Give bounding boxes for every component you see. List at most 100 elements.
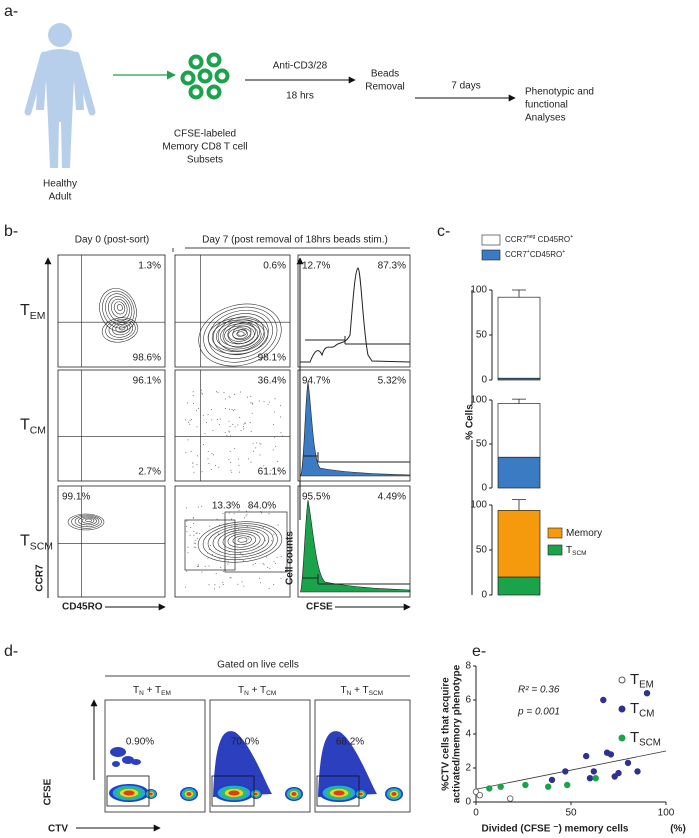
event-dot: [230, 526, 232, 528]
scatter-point: [586, 775, 594, 782]
scatter-point: [507, 795, 514, 802]
event-dot: [215, 391, 217, 393]
event-dot: [201, 471, 203, 473]
contour: [112, 322, 131, 336]
gate: [106, 775, 150, 807]
event-dot: [262, 563, 264, 565]
event-dot: [238, 528, 240, 530]
contour: [217, 316, 265, 352]
event-dot: [243, 426, 245, 428]
event-dot: [246, 396, 248, 398]
event-dot: [211, 419, 213, 421]
event-dot: [207, 557, 209, 559]
label: 7 days: [451, 81, 480, 92]
event-dot: [222, 582, 224, 584]
gate: [184, 519, 236, 571]
event-dot: [244, 517, 246, 519]
event-dot: [186, 520, 188, 522]
label: functional: [525, 100, 568, 111]
percent-label: 61.1%: [258, 467, 286, 478]
plot-frame: [314, 699, 411, 813]
event-dot: [260, 511, 262, 513]
contour: [78, 516, 97, 526]
event-dot: [193, 542, 195, 544]
event-dot: [188, 421, 190, 423]
event-dot: [209, 544, 211, 546]
scatter-point: [486, 785, 493, 792]
percent-label: 84.0%: [248, 501, 276, 512]
plot-frame: [104, 699, 206, 813]
event-dot: [250, 395, 252, 397]
event-dot: [280, 578, 282, 580]
human-figure: [24, 23, 96, 168]
event-dot: [262, 526, 264, 528]
event-dot: [275, 445, 277, 447]
label: CFSE-labeled: [174, 129, 236, 140]
axis-label: Cell counts: [285, 531, 296, 585]
label: Memory CD8 T cell: [162, 142, 247, 153]
axis-label: CFSE: [306, 602, 333, 613]
percent-label: 5.32%: [378, 376, 406, 387]
event-dot: [230, 577, 232, 579]
event-dot: [247, 536, 249, 538]
event-dot: [185, 419, 187, 421]
legend-label: TEM: [630, 671, 654, 690]
histogram: [300, 267, 411, 363]
event-dot: [219, 557, 221, 559]
event-dot: [273, 534, 275, 536]
event-dot: [224, 431, 226, 433]
plot-frame: [57, 485, 166, 598]
y-tick-label: 2: [465, 763, 471, 774]
legend-swatch: [547, 544, 563, 556]
event-dot: [241, 554, 243, 556]
event-dot: [251, 412, 253, 414]
event-dot: [214, 584, 216, 586]
event-dot: [276, 556, 278, 558]
event-dot: [230, 461, 232, 463]
percent-label: 2.7%: [138, 467, 161, 478]
event-dot: [230, 469, 232, 471]
event-dot: [248, 458, 250, 460]
label-part: CM: [266, 690, 276, 697]
scatter-point: [615, 769, 622, 777]
event-dot: [197, 564, 199, 566]
event-dot: [268, 401, 270, 403]
event-dot: [257, 546, 259, 548]
event-dot: [193, 530, 195, 532]
event-dot: [202, 393, 204, 395]
gate: [224, 511, 288, 573]
event-dot: [190, 419, 192, 421]
event-dot: [259, 442, 261, 444]
event-dot: [243, 560, 245, 562]
y-tick-label: 4: [465, 729, 471, 740]
error-bar: [512, 499, 526, 511]
event-dot: [240, 552, 242, 554]
event-dot: [246, 541, 248, 543]
event-dot: [234, 549, 236, 551]
y-tick-label: 100: [470, 500, 487, 511]
bar: [497, 296, 541, 379]
event-dot: [273, 436, 275, 438]
event-dot: [233, 436, 235, 438]
event-dot: [195, 546, 197, 548]
label-part: EM: [161, 690, 171, 697]
label-part: N: [244, 690, 249, 697]
label-part: T: [238, 685, 244, 696]
event-dot: [192, 391, 194, 393]
panel-label: e-: [472, 643, 486, 660]
event-dot: [252, 564, 254, 566]
event-dot: [238, 458, 240, 460]
event-dot: [195, 532, 197, 534]
event-dot: [280, 416, 282, 418]
event-dot: [228, 551, 230, 553]
bar: [497, 456, 541, 489]
contour: [110, 298, 128, 318]
event-dot: [224, 398, 226, 400]
event-dot: [193, 522, 195, 524]
event-dot: [206, 422, 208, 424]
event-dot: [199, 532, 201, 534]
event-dot: [196, 409, 198, 411]
event-dot: [245, 537, 247, 539]
y-tick-label: 50: [476, 545, 488, 556]
density-blob: [186, 792, 192, 796]
